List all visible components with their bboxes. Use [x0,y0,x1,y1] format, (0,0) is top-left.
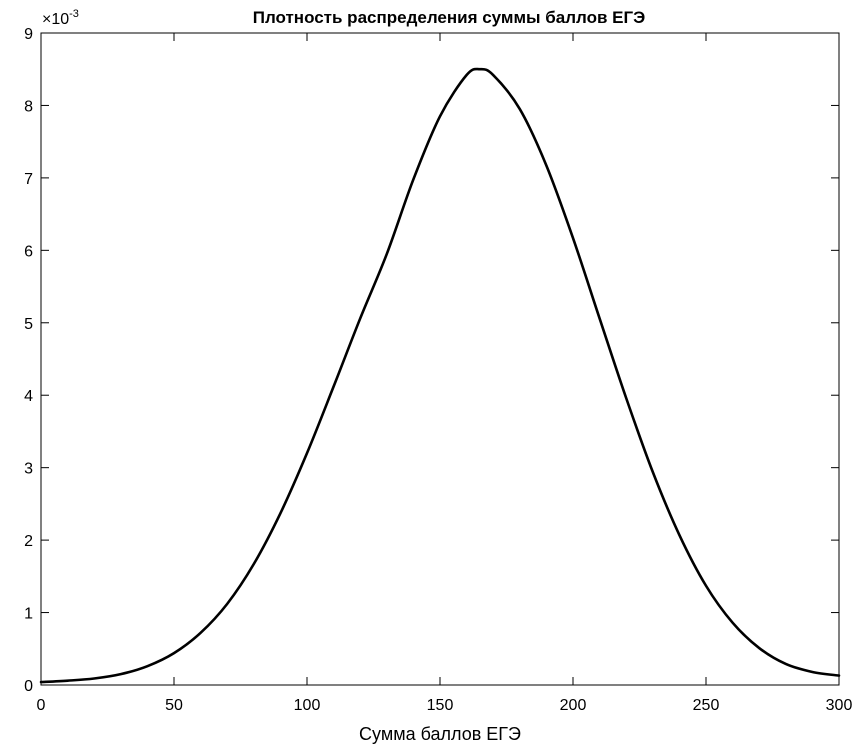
chart-title: Плотность распределения суммы баллов ЕГЭ [253,8,646,27]
x-tick-label: 200 [560,697,587,714]
tick-labels: 0 50 100 150 200 250 300 0 1 2 3 4 5 6 7 8 9 [24,26,852,714]
y-tick-label: 0 [24,678,33,695]
y-tick-label: 7 [24,171,33,188]
x-tick-label: 0 [37,697,46,714]
x-axis-label: Сумма баллов ЕГЭ [359,724,521,744]
axis-ticks [40,32,840,686]
x-tick-label: 100 [294,697,321,714]
y-tick-label: 5 [24,316,33,333]
x-tick-label: 250 [693,697,720,714]
plot-area [40,32,840,686]
y-tick-label: 6 [24,243,33,260]
x-tick-label: 50 [165,697,183,714]
series-line-density [39,67,841,684]
y-exponent-power: -3 [69,8,79,20]
x-tick-label: 300 [826,697,853,714]
y-exponent-base: ×10 [42,11,69,28]
y-axis-exponent: ×10-3 [42,8,79,28]
y-tick-label: 9 [24,26,33,43]
y-tick-label: 4 [24,388,33,405]
y-tick-label: 1 [24,606,33,623]
x-tick-label: 150 [427,697,454,714]
y-tick-label: 2 [24,533,33,550]
y-tick-label: 3 [24,461,33,478]
y-tick-label: 8 [24,98,33,115]
